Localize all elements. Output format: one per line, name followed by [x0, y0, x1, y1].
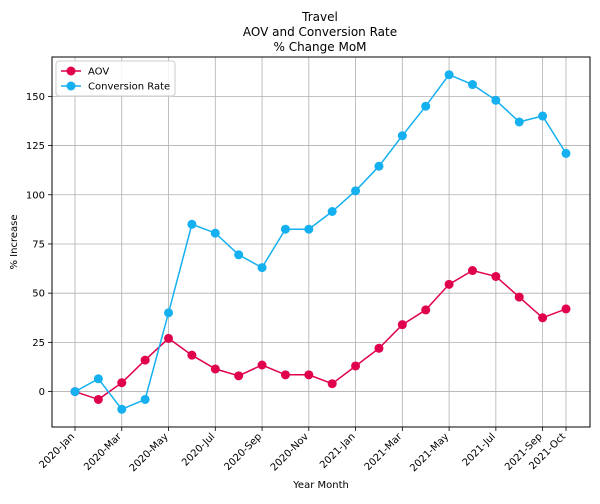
legend-label: Conversion Rate: [88, 82, 170, 93]
legend-box: [55, 60, 176, 97]
x-tick-label: 2021-Mar: [363, 431, 405, 473]
data-point: [280, 224, 290, 234]
data-point: [117, 378, 127, 388]
y-tick-label: 50: [32, 289, 45, 300]
data-point: [280, 370, 290, 380]
data-point: [140, 394, 150, 404]
y-tick-label: 75: [32, 239, 45, 250]
x-axis: 2020-Jan 2020-Mar 2020-May 2020-Jul 2020-Sep…: [38, 427, 568, 474]
title-line-1: Travel: [301, 10, 338, 24]
legend-item: AOV: [61, 66, 109, 78]
data-point: [164, 308, 174, 318]
data-point: [421, 101, 431, 111]
legend-item: Conversion Rate: [61, 81, 170, 93]
x-tick-label: 2020-Mar: [82, 431, 124, 473]
data-point: [491, 95, 501, 105]
x-tick-label: 2021-Jan: [318, 431, 358, 471]
data-point: [164, 333, 174, 343]
data-point: [117, 404, 127, 414]
data-point: [304, 370, 314, 380]
plot-area: [51, 56, 591, 428]
data-point: [538, 111, 548, 121]
data-point: [538, 313, 548, 323]
series-conversion-rate: [70, 70, 571, 414]
data-point: [561, 148, 571, 158]
data-point: [467, 80, 477, 90]
data-point: [257, 360, 267, 370]
data-point: [561, 304, 571, 314]
data-point: [374, 161, 384, 171]
data-point: [93, 394, 103, 404]
data-point: [397, 320, 407, 330]
legend: AOV Conversion Rate: [55, 60, 176, 97]
y-axis-label: % Increase: [9, 215, 20, 270]
y-tick-label: 25: [32, 338, 45, 349]
data-point: [327, 206, 337, 216]
y-tick-label: 150: [26, 92, 45, 103]
x-tick-label: 2021-May: [408, 431, 451, 474]
title-line-2: AOV and Conversion Rate: [243, 25, 397, 39]
data-point: [444, 279, 454, 289]
data-point: [93, 374, 103, 384]
data-point: [257, 263, 267, 273]
x-tick-label: 2021-Jul: [461, 431, 498, 468]
x-tick-label: 2020-Nov: [269, 431, 311, 473]
x-tick-label: 2020-Sep: [223, 431, 265, 473]
data-point: [187, 219, 197, 229]
x-tick-label: 2020-Jul: [180, 431, 217, 468]
y-tick-label: 100: [26, 190, 45, 201]
legend-label: AOV: [88, 67, 109, 78]
y-axis: 0 25 50 75 100 125 150: [26, 92, 52, 398]
data-point: [187, 350, 197, 360]
series-line: [74, 269, 567, 401]
title-line-3: % Change MoM: [273, 40, 366, 54]
data-point: [514, 117, 524, 127]
y-tick-label: 125: [26, 141, 45, 152]
data-point: [397, 131, 407, 141]
y-tick-label: 0: [39, 387, 45, 398]
x-tick-label: 2020-Jan: [38, 431, 78, 471]
legend-marker: [66, 81, 76, 91]
data-point: [234, 371, 244, 381]
data-point: [234, 250, 244, 260]
data-point: [491, 271, 501, 281]
data-point: [70, 387, 80, 397]
data-point: [514, 292, 524, 302]
series-layer: [70, 70, 571, 414]
data-point: [444, 70, 454, 80]
data-point: [421, 305, 431, 315]
chart-title: Travel AOV and Conversion Rate % Change …: [243, 10, 397, 54]
x-axis-label: Year Month: [292, 480, 349, 491]
data-point: [210, 228, 220, 238]
data-point: [140, 355, 150, 365]
data-point: [327, 379, 337, 389]
data-point: [304, 224, 314, 234]
x-tick-label: 2020-May: [128, 431, 171, 474]
series-line: [74, 73, 567, 411]
data-point: [467, 266, 477, 276]
data-point: [374, 343, 384, 353]
legend-marker: [66, 66, 76, 76]
data-point: [210, 364, 220, 374]
data-point: [351, 361, 361, 371]
data-point: [351, 186, 361, 196]
